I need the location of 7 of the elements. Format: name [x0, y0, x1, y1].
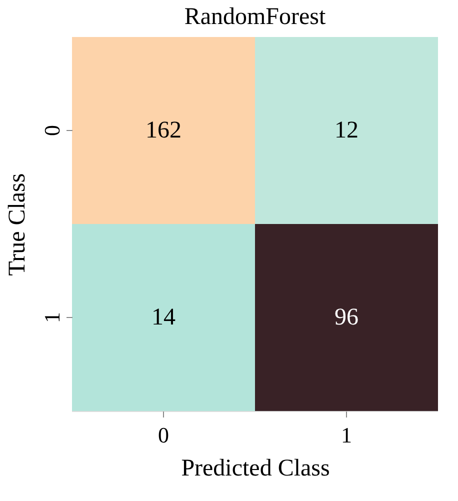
data-label: 96 [334, 304, 358, 330]
data-label: 12 [334, 118, 358, 144]
y-axis-title: True Class [4, 173, 30, 276]
data-label: 14 [152, 304, 176, 330]
data-label: 162 [146, 118, 182, 144]
x-axis-title: Predicted Class [181, 456, 330, 482]
chart-title: RandomForest [184, 4, 326, 30]
